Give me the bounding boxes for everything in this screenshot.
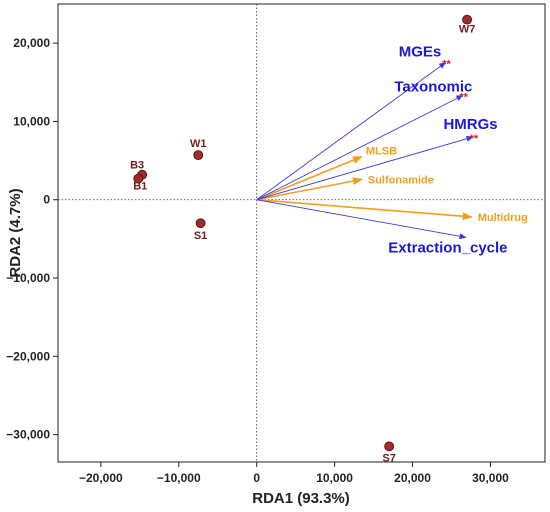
- site-label-b3: B3: [130, 160, 144, 172]
- y-tick-label: −10,000: [6, 271, 50, 285]
- y-tick-label: 0: [43, 193, 50, 207]
- env-label-hmrgs: HMRGs: [443, 116, 497, 133]
- site-point-w7: [462, 14, 472, 25]
- arg-label-sulfonamide: Sulfonamide: [368, 174, 434, 186]
- x-tick-label: −10,000: [157, 471, 201, 485]
- y-tick-label: −30,000: [6, 428, 50, 442]
- site-label-s1: S1: [194, 230, 207, 242]
- x-tick-label: 0: [253, 471, 260, 485]
- x-tick-label: 20,000: [394, 471, 431, 485]
- x-tick-label: 30,000: [472, 471, 509, 485]
- env-vectors: MGEs**Taxonomic**HMRGs**Extraction_cycle: [256, 44, 508, 256]
- site-label-w7: W7: [459, 24, 476, 36]
- y-tick-label: −20,000: [6, 349, 50, 363]
- env-label-extraction_cycle: Extraction_cycle: [388, 239, 507, 256]
- x-axis: −20,000 −10,000 0 10,000 20,000 30,000: [79, 462, 509, 485]
- env-vector-taxonomic: [256, 95, 464, 201]
- site-label-b1: B1: [133, 181, 147, 193]
- site-point-w1: [193, 150, 204, 161]
- x-tick-label: −20,000: [79, 471, 123, 485]
- significance-marker: **: [442, 59, 451, 71]
- arg-vector-multidrug: [256, 198, 473, 221]
- arg-vector-sulfonamide: [256, 177, 363, 201]
- arg-label-mlsb: MLSB: [366, 146, 397, 158]
- env-label-taxonomic: Taxonomic: [394, 79, 472, 96]
- y-tick-label: 10,000: [13, 114, 50, 128]
- arg-vector-mlsb: [256, 155, 363, 201]
- arg-vectors: MLSB Sulfonamide Multidrug: [256, 146, 528, 224]
- arg-label-multidrug: Multidrug: [478, 212, 528, 224]
- site-points: W7 W1 B3 B1 S1 S7: [130, 14, 476, 464]
- significance-marker: **: [470, 133, 479, 145]
- env-vector-mges: [256, 62, 447, 201]
- site-point-s1: [195, 218, 206, 229]
- reference-lines: [58, 4, 545, 462]
- x-axis-title: RDA1 (93.3%): [252, 490, 350, 507]
- env-label-mges: MGEs: [399, 44, 442, 61]
- y-axis-title: RDA2 (4.7%): [7, 188, 24, 277]
- y-tick-label: 20,000: [13, 36, 50, 50]
- significance-marker: **: [459, 92, 468, 104]
- site-point-b1: [133, 173, 144, 184]
- site-point-s7: [384, 441, 395, 452]
- env-vector-hmrgs: [256, 135, 474, 201]
- y-axis: −30,000 −20,000 −10,000 0 10,000 20,000: [6, 36, 58, 442]
- x-tick-label: 10,000: [316, 471, 353, 485]
- site-label-w1: W1: [190, 138, 207, 150]
- plot-frame: [57, 3, 546, 463]
- env-vector-extraction_cycle: [256, 199, 467, 240]
- site-label-s7: S7: [382, 452, 395, 464]
